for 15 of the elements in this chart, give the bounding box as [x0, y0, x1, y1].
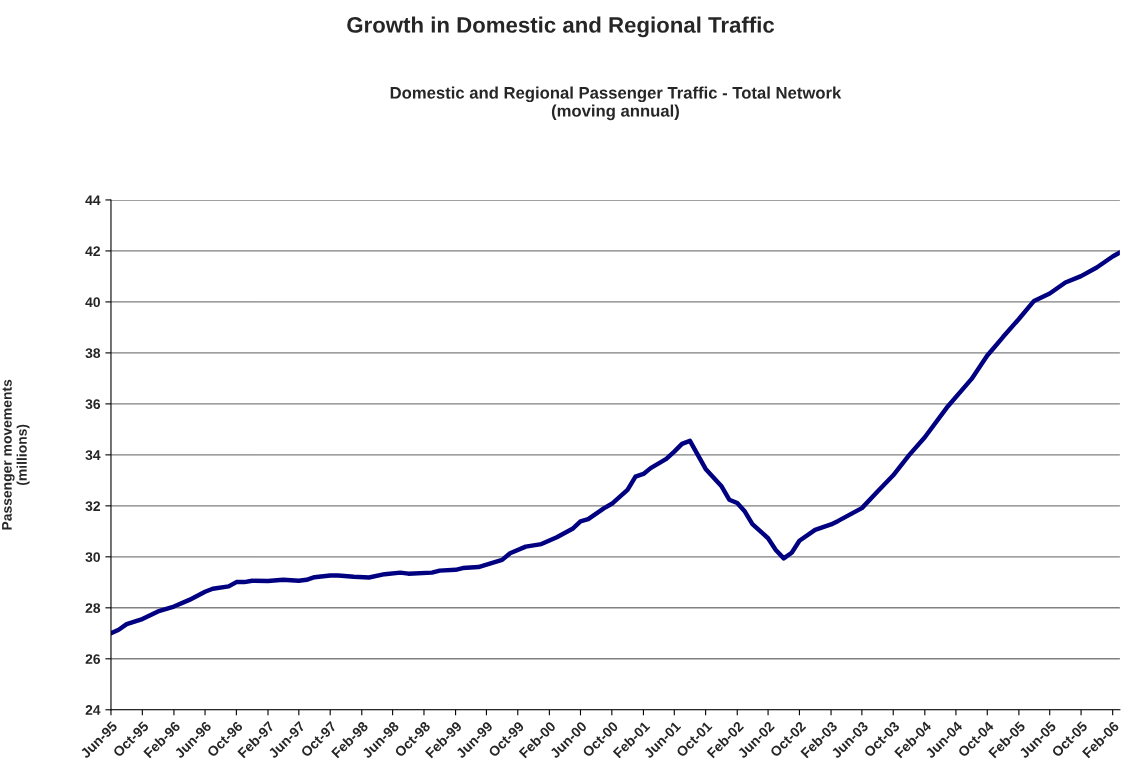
y-tick-label: 30 — [85, 552, 100, 563]
y-tick-label: 28 — [85, 603, 101, 613]
chart-subtitle: Domestic and Regional Passenger Traffic - Total Network (moving annual) — [390, 86, 842, 121]
y-tick-label: 42 — [85, 246, 101, 256]
y-tick-label: 36 — [85, 399, 101, 410]
y-axis-title: Passenger movements (millions) — [2, 379, 30, 530]
chart-title: Growth in Domestic and Regional Traffic — [347, 16, 775, 38]
y-tick-label: 32 — [85, 501, 101, 512]
y-tick-label: 26 — [85, 654, 101, 664]
y-tick-label: 40 — [85, 297, 100, 308]
y-tick-label: 44 — [85, 195, 101, 205]
y-tick-label: 24 — [85, 705, 101, 715]
line-series — [110, 250, 1120, 636]
y-tick-label: 38 — [85, 348, 101, 359]
y-tick-label: 34 — [85, 450, 101, 461]
